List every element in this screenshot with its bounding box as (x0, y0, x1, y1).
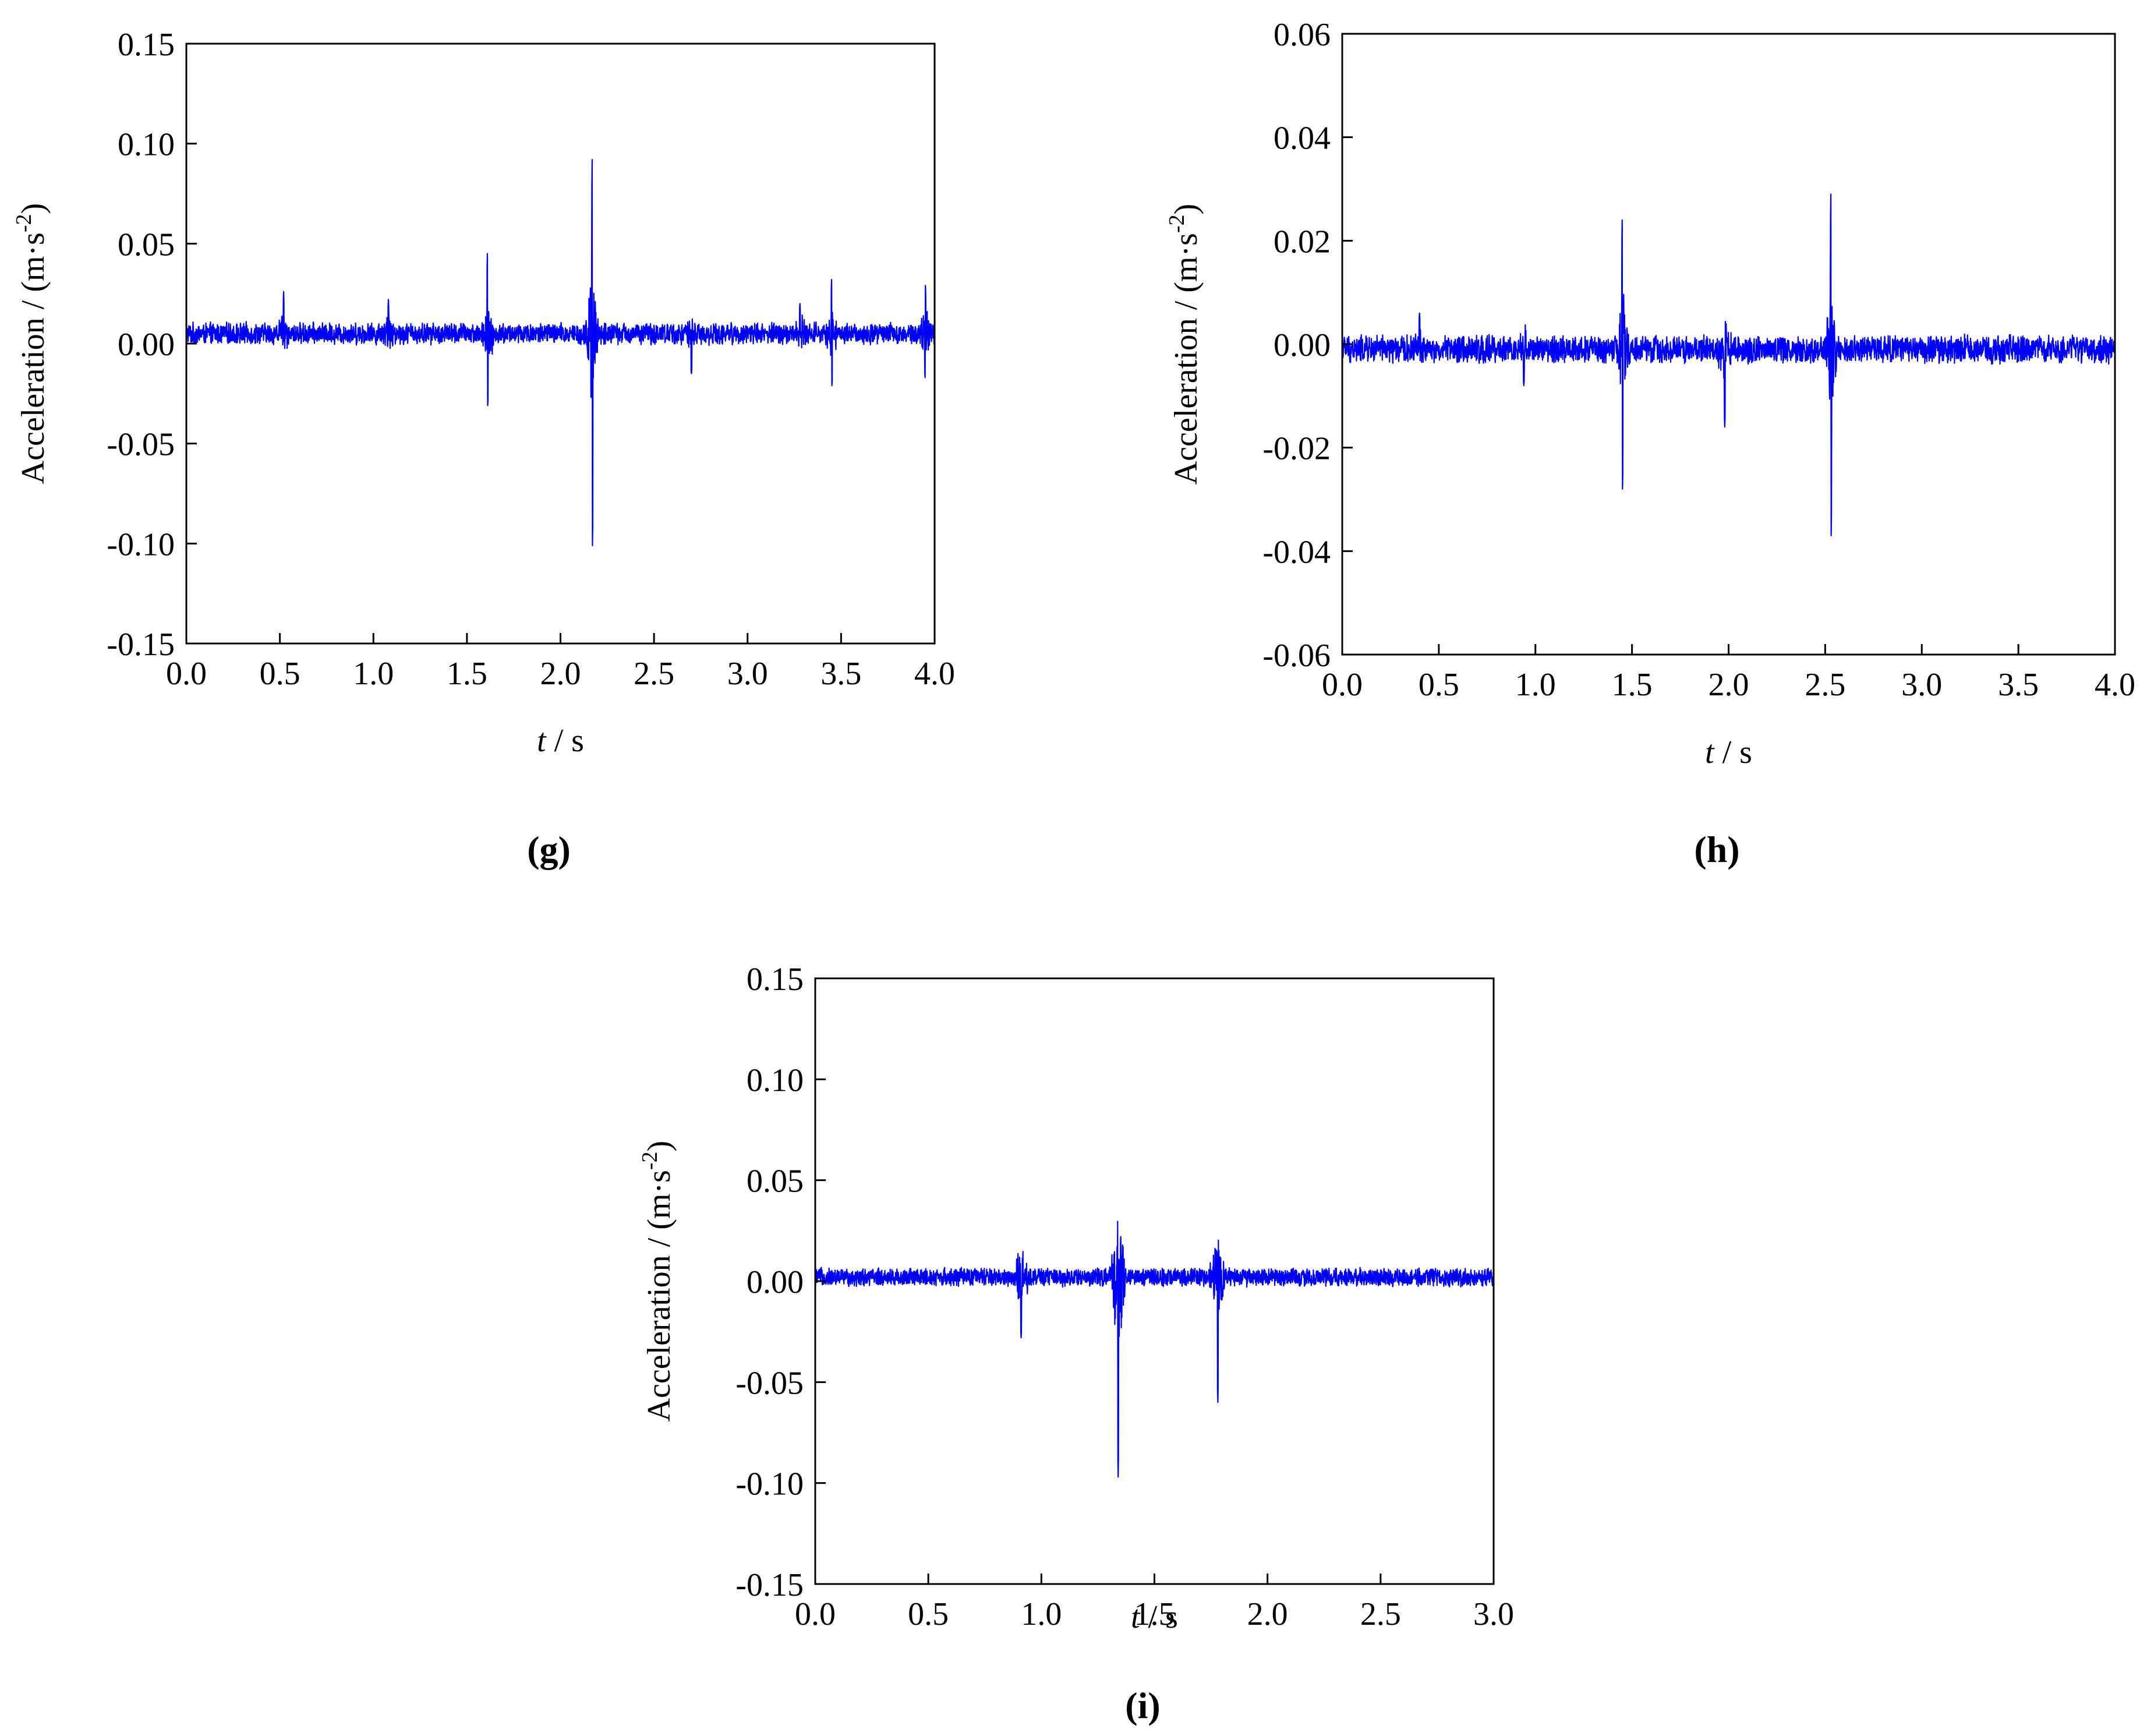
x-tick-label: 4.0 (914, 656, 955, 692)
y-tick-label: -0.15 (107, 627, 175, 663)
chart-panel-h: 0.0 0.5 1.0 1.5 2.0 2.5 3.0 3.5 4.0 -0.06 -0.04 -0.… (1165, 17, 2135, 870)
x-tick-label: 1.5 (1134, 1596, 1175, 1632)
x-tick-label: 2.5 (634, 656, 674, 692)
y-tick-label: 0.00 (118, 327, 175, 363)
y-tick-label: -0.10 (107, 526, 175, 563)
y-tick-label: -0.02 (1262, 431, 1331, 467)
x-tick-label: 1.0 (1515, 667, 1556, 703)
x-tick-label: 2.0 (1709, 667, 1749, 703)
y-tick-label: -0.05 (107, 427, 175, 463)
x-tick-label: 0.0 (1322, 667, 1363, 703)
y-tick-label: 0.15 (118, 27, 175, 63)
x-tick-label: 2.5 (1805, 667, 1845, 703)
y-tick-label: 0.10 (118, 127, 175, 163)
x-tick-label: 0.0 (795, 1596, 836, 1632)
x-tick-label: 2.0 (540, 656, 581, 692)
x-tick-label: 3.0 (1901, 667, 1942, 703)
y-tick-label: 0.05 (118, 227, 175, 263)
y-tick-label: 0.00 (1274, 327, 1331, 363)
signal-series-line (186, 159, 935, 546)
y-tick-label: 0.04 (1274, 121, 1331, 157)
x-tick-label: 3.0 (727, 656, 768, 692)
plot-group: 0.0 0.5 1.0 1.5 2.0 2.5 3.0 3.5 4.0 -0.15 -0.10 -0.… (12, 27, 955, 870)
x-tick-label: 1.5 (447, 656, 487, 692)
x-tick-label: 0.5 (260, 656, 300, 692)
panel-label: (h) (1694, 829, 1739, 870)
y-tick-label: 0.02 (1274, 224, 1331, 260)
y-tick-label: -0.04 (1262, 534, 1331, 570)
plot-group: 0.0 0.5 1.0 1.5 2.0 2.5 3.0 -0.15 -0.10 -0.05 0.00… (638, 961, 1514, 1726)
y-tick-label: -0.15 (735, 1567, 804, 1603)
chart-panel-g: 0.0 0.5 1.0 1.5 2.0 2.5 3.0 3.5 4.0 -0.15 -0.10 -0.… (12, 27, 955, 870)
x-tick-label: 1.0 (353, 656, 394, 692)
x-tick-label: 4.0 (2095, 667, 2135, 703)
y-tick-label: 0.00 (747, 1264, 804, 1300)
x-tick-label: 3.0 (1473, 1596, 1514, 1632)
x-tick-label: 3.5 (820, 656, 861, 692)
x-tick-label: 0.5 (908, 1596, 949, 1632)
plot-frame (185, 43, 936, 645)
x-axis-title: t / s (1131, 1599, 1178, 1635)
x-axis-title: t / s (537, 723, 584, 759)
y-axis-title: Acceleration / (m·s-2) (12, 203, 51, 485)
chart-panel-i: 0.0 0.5 1.0 1.5 2.0 2.5 3.0 -0.15 -0.10 -0.05 0.00… (638, 961, 1514, 1726)
x-tick-label: 1.0 (1021, 1596, 1062, 1632)
y-tick-label: 0.10 (747, 1062, 804, 1098)
y-tick-label: 0.05 (747, 1164, 804, 1200)
x-tick-label: 0.5 (1419, 667, 1459, 703)
x-tick-label: 2.0 (1247, 1596, 1288, 1632)
y-axis-title: Acceleration / (m·s-2) (638, 1141, 677, 1422)
y-tick-label: -0.05 (735, 1365, 804, 1401)
y-tick-label: 0.06 (1274, 17, 1331, 53)
signal-series-line (1342, 193, 2115, 536)
panel-label: (i) (1125, 1685, 1160, 1726)
y-tick-label: -0.06 (1262, 638, 1331, 674)
x-tick-label: 1.5 (1612, 667, 1653, 703)
panel-label: (g) (527, 829, 571, 870)
plot-group: 0.0 0.5 1.0 1.5 2.0 2.5 3.0 3.5 4.0 -0.06 -0.04 -0.… (1165, 17, 2135, 870)
x-tick-label: 2.5 (1360, 1596, 1401, 1632)
y-tick-label: -0.10 (735, 1466, 804, 1502)
y-tick-label: 0.15 (747, 961, 804, 998)
x-tick-label: 0.0 (166, 656, 207, 692)
x-axis-title: t / s (1705, 734, 1752, 770)
signal-series-line (815, 1221, 1494, 1478)
x-tick-label: 3.5 (1998, 667, 2039, 703)
y-axis-title: Acceleration / (m·s-2) (1165, 204, 1204, 485)
